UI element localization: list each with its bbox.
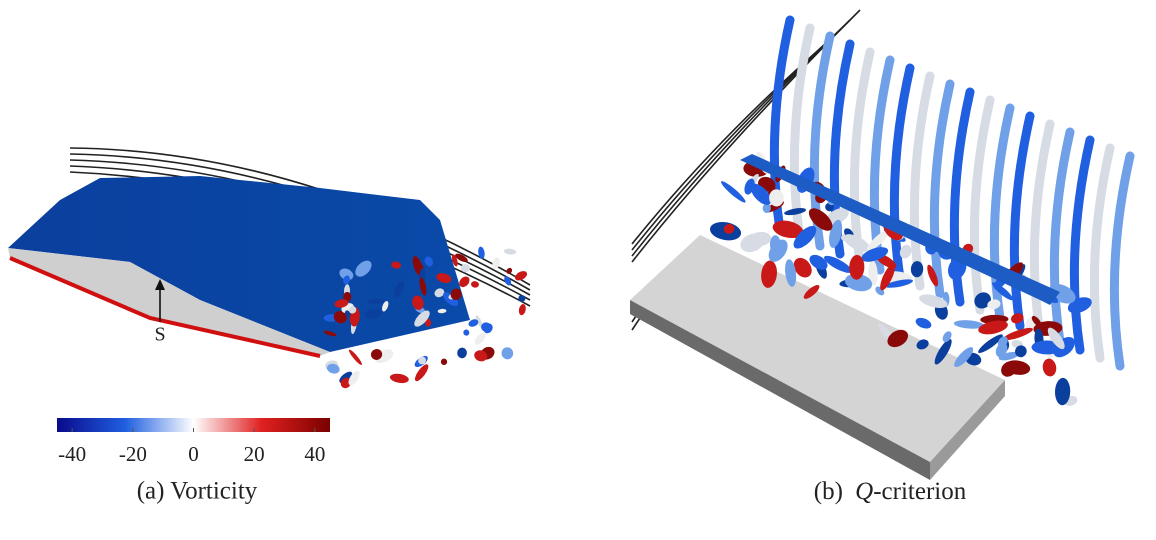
vortex xyxy=(914,316,933,331)
colorbar-tick-label: -40 xyxy=(58,442,86,466)
vortex xyxy=(518,303,527,315)
vortex-loop xyxy=(974,100,990,310)
vortex xyxy=(471,281,480,289)
vortex-loop xyxy=(1114,156,1130,366)
vortex xyxy=(517,294,526,303)
panel-a: S -40 -20 0 20 40 (a) Vorticity xyxy=(8,148,530,505)
vortex-loop xyxy=(854,52,870,262)
vortex-loop xyxy=(794,28,810,238)
colorbar-ticks: -40 -20 0 20 40 xyxy=(58,428,325,466)
vortex-loop xyxy=(1094,148,1110,358)
caption-label: (b) xyxy=(814,478,843,505)
marker-label: S xyxy=(154,324,165,346)
caption: (b) Q-criterion xyxy=(814,478,967,505)
vortex-loop xyxy=(934,84,950,294)
vortex-loop xyxy=(1054,132,1070,342)
figure: S -40 -20 0 20 40 (a) Vorticity (b) Q-criter… xyxy=(0,0,1156,540)
vortex xyxy=(440,358,447,366)
vortex xyxy=(770,235,781,253)
vortex xyxy=(348,348,364,366)
caption-text: -criterion xyxy=(873,478,967,505)
caption-symbol: Q xyxy=(855,478,873,505)
caption: (a) Vorticity xyxy=(137,478,258,505)
colorbar-tick-label: 20 xyxy=(244,442,265,466)
colorbar-tick-label: -20 xyxy=(119,442,147,466)
vortex xyxy=(1041,358,1057,378)
vortex xyxy=(504,248,517,255)
vortex-loop xyxy=(1074,140,1090,350)
colorbar-tick-label: 0 xyxy=(188,442,199,466)
vortex xyxy=(500,346,514,361)
colorbar-tick-label: 40 xyxy=(304,442,325,466)
vortex xyxy=(457,347,468,359)
vortex-loop xyxy=(1014,116,1030,326)
vortex xyxy=(719,179,747,205)
vortex-loop xyxy=(914,76,930,286)
panel-b: (b) Q-criterion xyxy=(630,10,1130,505)
vortex xyxy=(389,372,409,384)
vortex xyxy=(473,331,488,347)
vortex xyxy=(462,328,470,336)
